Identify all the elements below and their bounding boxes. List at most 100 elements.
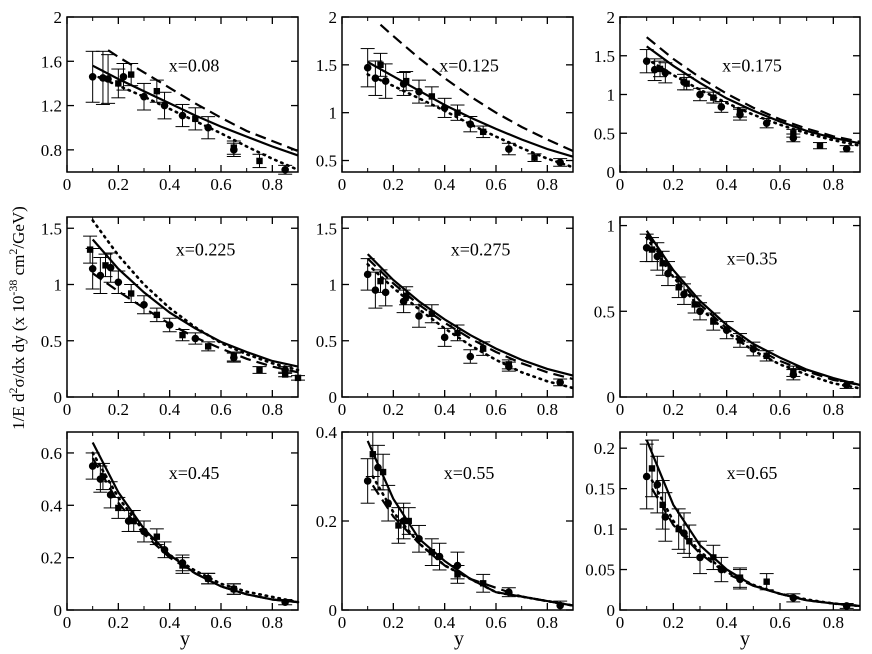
curve-solid — [367, 61, 574, 158]
y-axis-label-mid2: cm — [9, 255, 28, 280]
y-tick-label: 1 — [329, 104, 338, 123]
data-point-circle — [178, 111, 187, 120]
data-point-square — [179, 331, 186, 339]
data-point-circle — [556, 601, 564, 610]
y-tick-label: 0.15 — [585, 480, 615, 499]
data-point-square — [710, 318, 717, 325]
data-point-square — [790, 130, 797, 137]
data-point-square — [479, 345, 487, 352]
data-point-square — [127, 290, 135, 297]
plot-frame — [341, 216, 574, 398]
data-point-circle — [661, 513, 670, 521]
x-tick-label: 0 — [63, 175, 72, 194]
data-point-circle — [722, 326, 731, 334]
data-point-square — [691, 301, 698, 308]
data-point-circle — [749, 345, 758, 353]
panel-label: x=0.275 — [451, 240, 511, 260]
data-point-square — [763, 578, 770, 585]
y-axis-label: 1/E d2σ/dx dy (x 10-38 cm2/GeV) — [6, 206, 28, 430]
panel-label: x=0.55 — [444, 463, 495, 483]
data-point-circle — [384, 499, 393, 508]
data-point-square — [369, 451, 376, 458]
data-point-circle — [88, 72, 97, 81]
data-point-circle — [399, 80, 408, 88]
plot-frame — [66, 216, 299, 398]
data-point-square — [153, 533, 161, 540]
x-tick-label: 0 — [338, 613, 347, 632]
data-point-square — [115, 80, 122, 87]
x-tick-label: 0.6 — [485, 175, 506, 194]
data-point-circle — [466, 120, 475, 128]
x-tick-label: 0.4 — [159, 175, 181, 194]
data-point-circle — [204, 574, 212, 583]
x-tick-label: 0.4 — [434, 400, 456, 419]
data-point-circle — [140, 92, 148, 101]
data-point-circle — [363, 63, 372, 72]
y-tick-label: 0 — [54, 388, 63, 407]
data-point-square — [659, 501, 666, 509]
y-tick-label: 0.8 — [41, 141, 62, 160]
y-tick-label: 1.5 — [316, 56, 337, 75]
x-tick-label: 0 — [63, 613, 72, 632]
panel-label: x=0.45 — [169, 463, 220, 483]
data-point-circle — [842, 381, 851, 389]
y-tick-label: 0 — [329, 601, 338, 620]
data-point-circle — [789, 370, 798, 379]
data-point-square — [710, 554, 717, 561]
y-axis-label-mid: σ/dx dy (x 10 — [9, 296, 28, 388]
data-point-circle — [371, 74, 380, 83]
curve-dotted — [91, 451, 300, 604]
curve-dotted — [366, 73, 575, 169]
x-tick-label: 0.6 — [769, 613, 790, 632]
panel-1: 0 0.2 0.4 0.6 0.8 0.8 1.2 1.6 2 x=0.08 — [41, 8, 300, 194]
x-tick-label: 0.2 — [663, 613, 684, 632]
data-point-square — [675, 525, 682, 533]
data-point-circle — [440, 333, 449, 342]
curve-dashed — [379, 23, 574, 153]
data-point-circle — [204, 123, 212, 132]
x-tick-label: 0.8 — [537, 175, 558, 194]
x-tick-label: 0 — [63, 400, 72, 419]
data-point-square — [153, 311, 161, 319]
curve-dashed — [91, 457, 299, 604]
panels-group: 0 0.2 0.4 0.6 0.80.81.21.62x=0.080 0.2 0.4 0.6 0… — [41, 8, 862, 632]
x-tick-label: 0.2 — [383, 175, 404, 194]
data-point-circle — [415, 535, 423, 543]
data-point-circle — [736, 575, 744, 584]
data-point-circle — [556, 158, 564, 167]
data-point-circle — [374, 463, 382, 472]
y-tick-label: 0.4 — [316, 423, 338, 442]
data-point-circle — [650, 65, 659, 74]
x-tick-label: 0.4 — [434, 613, 456, 632]
data-point-circle — [363, 477, 372, 485]
data-point-circle — [842, 144, 851, 153]
x-tick-label: 0 — [616, 175, 625, 194]
data-point-circle — [661, 69, 670, 77]
data-point-square — [377, 277, 384, 285]
y-tick-label: 0.1 — [594, 520, 615, 539]
data-point-square — [102, 262, 109, 269]
x-tick-label: 0.2 — [663, 175, 684, 194]
panel-label: x=0.175 — [722, 56, 782, 76]
x-axis-label: y — [180, 628, 190, 650]
data-point-circle — [653, 252, 662, 261]
data-point-circle — [762, 119, 771, 127]
y-axis-label-pre: 1/E d — [9, 393, 28, 430]
x-tick-label: 0.2 — [383, 613, 404, 632]
plot-frame — [619, 216, 861, 398]
data-point-square — [656, 65, 664, 73]
data-point-circle — [556, 378, 564, 387]
x-tick-label: 0.4 — [716, 400, 738, 419]
x-tick-label: 0 — [338, 400, 347, 419]
data-point-square — [402, 292, 410, 299]
x-tick-label: 0.2 — [663, 400, 684, 419]
data-point-circle — [371, 286, 380, 294]
data-point-circle — [680, 78, 688, 86]
y-tick-label: 1.5 — [594, 47, 615, 66]
y-tick-label: 0.5 — [316, 332, 337, 351]
data-point-square — [479, 128, 487, 136]
data-point-circle — [399, 297, 408, 306]
curve-dashed — [107, 49, 299, 153]
panel-6: 0 0.2 0.4 0.6 0.8 0 0.5 1 x=0.35 — [594, 216, 862, 419]
y-tick-label: 0.05 — [585, 561, 615, 580]
